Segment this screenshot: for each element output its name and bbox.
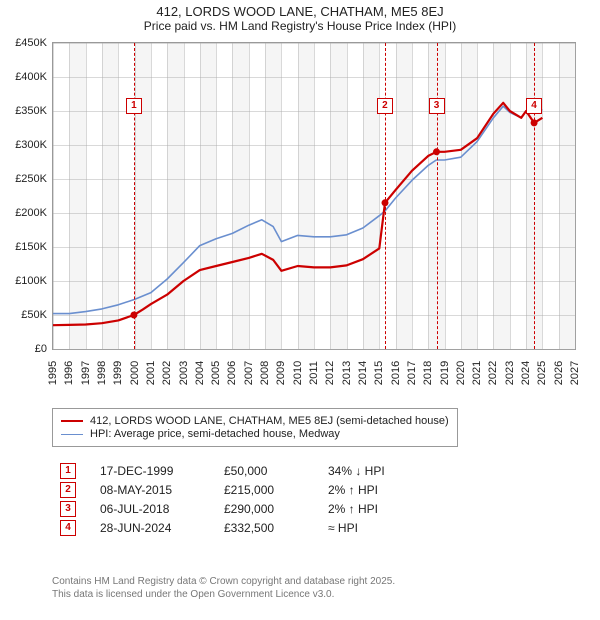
- sale-marker-line: [534, 43, 535, 349]
- y-tick-label: £400K: [15, 71, 47, 83]
- x-tick-label: 2022: [487, 361, 499, 385]
- y-tick-label: £300K: [15, 139, 47, 151]
- chart-subtitle: Price paid vs. HM Land Registry's House …: [0, 19, 600, 37]
- sales-row: 2 08-MAY-2015 £215,000 2% ↑ HPI: [60, 482, 418, 498]
- footer-attribution: Contains HM Land Registry data © Crown c…: [52, 575, 395, 601]
- sales-date: 28-JUN-2024: [100, 521, 200, 535]
- x-tick-label: 2024: [520, 361, 532, 385]
- sales-row: 1 17-DEC-1999 £50,000 34% ↓ HPI: [60, 463, 418, 479]
- sales-date: 06-JUL-2018: [100, 502, 200, 516]
- x-tick-label: 2016: [390, 361, 402, 385]
- sale-marker-box: 4: [526, 98, 542, 114]
- x-tick-label: 2013: [341, 361, 353, 385]
- x-tick-label: 2020: [455, 361, 467, 385]
- x-tick-label: 2009: [275, 361, 287, 385]
- legend-label: HPI: Average price, semi-detached house,…: [90, 428, 340, 440]
- sales-delta: ≈ HPI: [328, 521, 418, 535]
- sales-index-box: 3: [60, 501, 76, 517]
- x-tick-label: 2005: [210, 361, 222, 385]
- sales-price: £332,500: [224, 521, 304, 535]
- legend-row: HPI: Average price, semi-detached house,…: [61, 428, 449, 440]
- y-tick-label: £450K: [15, 37, 47, 49]
- sales-price: £290,000: [224, 502, 304, 516]
- x-tick-label: 2015: [373, 361, 385, 385]
- x-tick-label: 2011: [308, 361, 320, 385]
- chart-title: 412, LORDS WOOD LANE, CHATHAM, ME5 8EJ: [0, 0, 600, 19]
- sale-marker-box: 2: [377, 98, 393, 114]
- sales-row: 4 28-JUN-2024 £332,500 ≈ HPI: [60, 520, 418, 536]
- sales-row: 3 06-JUL-2018 £290,000 2% ↑ HPI: [60, 501, 418, 517]
- sales-delta: 2% ↑ HPI: [328, 483, 418, 497]
- legend: 412, LORDS WOOD LANE, CHATHAM, ME5 8EJ (…: [52, 408, 458, 447]
- sale-marker-box: 1: [126, 98, 142, 114]
- x-tick-label: 2025: [536, 361, 548, 385]
- x-tick-label: 2018: [422, 361, 434, 385]
- x-tick-label: 2012: [324, 361, 336, 385]
- y-tick-label: £250K: [15, 173, 47, 185]
- legend-swatch: [61, 420, 83, 422]
- sale-marker-line: [437, 43, 438, 349]
- sale-marker-line: [134, 43, 135, 349]
- sales-delta: 34% ↓ HPI: [328, 464, 418, 478]
- x-tick-label: 2001: [145, 361, 157, 385]
- x-tick-label: 1996: [63, 361, 75, 385]
- legend-label: 412, LORDS WOOD LANE, CHATHAM, ME5 8EJ (…: [90, 415, 449, 427]
- sales-delta: 2% ↑ HPI: [328, 502, 418, 516]
- x-tick-label: 1999: [112, 361, 124, 385]
- sale-marker-box: 3: [429, 98, 445, 114]
- x-tick-label: 2026: [553, 361, 565, 385]
- x-tick-label: 2021: [471, 361, 483, 385]
- x-tick-label: 2002: [161, 361, 173, 385]
- series-layer: [53, 43, 575, 349]
- x-tick-label: 2007: [243, 361, 255, 385]
- x-tick-label: 2014: [357, 361, 369, 385]
- chart-plot-area: 1995199619971998199920002001200220032004…: [52, 42, 576, 350]
- series-price_paid: [53, 103, 542, 325]
- sales-index-box: 4: [60, 520, 76, 536]
- legend-row: 412, LORDS WOOD LANE, CHATHAM, ME5 8EJ (…: [61, 415, 449, 427]
- y-tick-label: £0: [35, 343, 47, 355]
- footer-line: This data is licensed under the Open Gov…: [52, 588, 395, 601]
- sales-date: 08-MAY-2015: [100, 483, 200, 497]
- x-tick-label: 1998: [96, 361, 108, 385]
- x-tick-label: 2004: [194, 361, 206, 385]
- sales-price: £215,000: [224, 483, 304, 497]
- y-tick-label: £100K: [15, 275, 47, 287]
- footer-line: Contains HM Land Registry data © Crown c…: [52, 575, 395, 588]
- sales-index-box: 2: [60, 482, 76, 498]
- x-tick-label: 2000: [129, 361, 141, 385]
- x-gridline: [575, 43, 576, 349]
- x-tick-label: 2008: [259, 361, 271, 385]
- sales-date: 17-DEC-1999: [100, 464, 200, 478]
- x-tick-label: 1995: [47, 361, 59, 385]
- x-tick-label: 2010: [292, 361, 304, 385]
- y-gridline: [53, 349, 575, 350]
- sales-table: 1 17-DEC-1999 £50,000 34% ↓ HPI 2 08-MAY-2015…: [60, 460, 418, 539]
- y-tick-label: £50K: [21, 309, 47, 321]
- legend-swatch: [61, 434, 83, 435]
- sale-marker-line: [385, 43, 386, 349]
- x-tick-label: 1997: [80, 361, 92, 385]
- x-tick-label: 2003: [178, 361, 190, 385]
- x-tick-label: 2017: [406, 361, 418, 385]
- sales-price: £50,000: [224, 464, 304, 478]
- y-tick-label: £200K: [15, 207, 47, 219]
- series-hpi: [53, 106, 542, 313]
- x-tick-label: 2023: [504, 361, 516, 385]
- x-tick-label: 2006: [226, 361, 238, 385]
- x-tick-label: 2019: [439, 361, 451, 385]
- y-tick-label: £350K: [15, 105, 47, 117]
- sales-index-box: 1: [60, 463, 76, 479]
- x-tick-label: 2027: [569, 361, 581, 385]
- y-tick-label: £150K: [15, 241, 47, 253]
